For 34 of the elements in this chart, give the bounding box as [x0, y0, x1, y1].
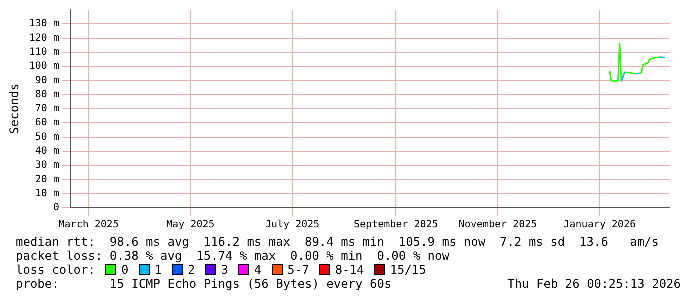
text: median rtt: 98.6 ms avg 116.2 ms max 89.4 ms min 105.9 ms now 7.2 ms sd 13.6 am/s: [16, 235, 659, 249]
legend-label: 1: [154, 263, 162, 277]
y-axis-title: Seconds: [7, 84, 22, 134]
legend-label: 8-14: [335, 263, 364, 277]
legend-label: 15/15: [390, 263, 426, 277]
y-tick-label: 70 m: [35, 104, 60, 115]
text: packet loss: 0.38 % avg 15.74 % max 0.00 % min 0.00 % now: [16, 249, 450, 263]
text: Thu Feb 26 00:25:13 2026: [508, 277, 681, 291]
y-tick-label: 130 m: [29, 18, 60, 30]
legend-label: 2: [188, 263, 196, 277]
x-tick-label: July 2025: [266, 220, 320, 231]
y-tick-label: 100 m: [29, 61, 60, 72]
y-tick-label: 120 m: [29, 32, 60, 44]
y-tick-label: 60 m: [35, 118, 60, 129]
legend-label: 4: [254, 263, 262, 277]
x-tick-label: January 2026: [564, 220, 636, 231]
y-tick-label: 50 m: [35, 132, 60, 143]
legend-label: 5-7: [288, 263, 310, 277]
legend-title: loss color:: [16, 263, 96, 277]
x-tick-label: November 2025: [458, 220, 538, 231]
x-tick-label: September 2025: [354, 220, 438, 231]
x-tick-label: May 2025: [166, 220, 215, 231]
y-tick-label: 90 m: [35, 75, 60, 86]
y-tick-label: 40 m: [35, 146, 60, 158]
y-tick-label: 20 m: [35, 174, 60, 186]
y-tick-label: 0: [53, 202, 60, 214]
legend-label: 3: [221, 263, 228, 277]
y-tick-label: 110 m: [29, 47, 60, 58]
y-tick-label: 80 m: [35, 89, 60, 100]
legend-label: 0: [121, 263, 129, 277]
x-tick-label: March 2025: [58, 220, 119, 231]
y-tick-label: 30 m: [35, 160, 60, 172]
text: probe: 15 ICMP Echo Pings (56 Bytes) every 60s: [16, 277, 392, 291]
y-tick-label: 10 m: [35, 188, 60, 200]
